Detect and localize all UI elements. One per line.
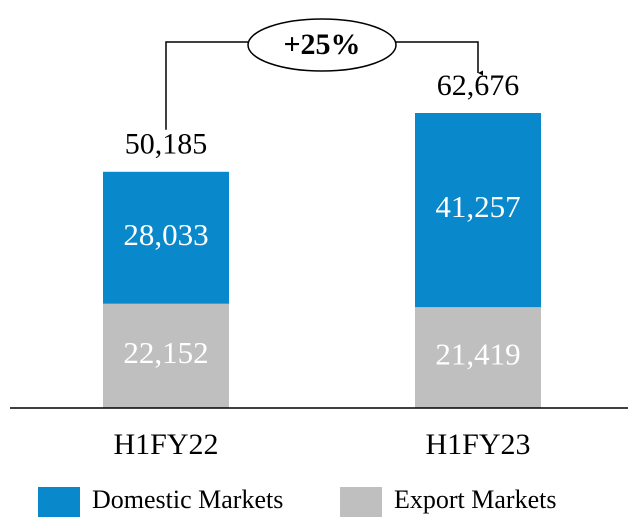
bar-segment [103, 303, 229, 408]
total-label: 50,185 [125, 128, 208, 161]
legend-swatch [340, 487, 382, 517]
legend-label: Export Markets [394, 485, 556, 514]
data-label: 22,152 [123, 335, 208, 370]
data-label: 41,257 [435, 189, 520, 224]
bar-segment [103, 171, 229, 304]
data-label: 21,419 [435, 337, 520, 372]
x-tick-label: H1FY22 [113, 428, 218, 461]
x-tick-label: H1FY23 [425, 428, 530, 461]
growth-annotation: +25% [283, 28, 360, 61]
bar-segment [415, 113, 541, 308]
growth-badge [247, 18, 397, 72]
data-label: 28,033 [123, 217, 208, 252]
total-label: 62,676 [437, 69, 520, 102]
legend-swatch [38, 487, 80, 517]
bar-segment [415, 307, 541, 408]
legend-label: Domestic Markets [92, 485, 283, 514]
